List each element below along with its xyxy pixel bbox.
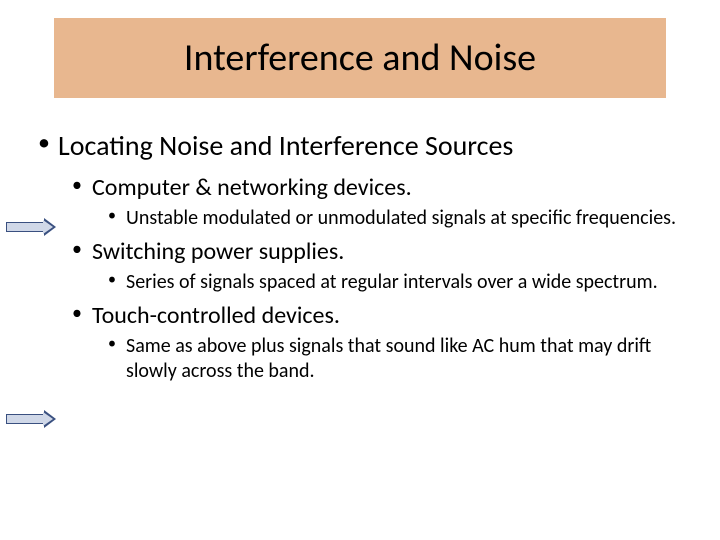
slide-title: Interference and Noise: [184, 35, 536, 81]
title-banner: Interference and Noise: [54, 18, 666, 98]
bullet-level2-switching: Switching power supplies.: [30, 237, 690, 266]
arrow-icon: [6, 410, 56, 428]
bullet-level2-computer: Computer & networking devices.: [30, 173, 690, 202]
content-area: Locating Noise and Interference Sources …: [30, 120, 690, 390]
bullet-level1: Locating Noise and Interference Sources: [30, 128, 690, 163]
bullet-level3-same: Same as above plus signals that sound li…: [30, 334, 690, 384]
bullet-level2-touch: Touch-controlled devices.: [30, 301, 690, 330]
bullet-level3-unstable: Unstable modulated or unmodulated signal…: [30, 206, 690, 231]
arrow-icon: [6, 218, 56, 236]
bullet-level3-series: Series of signals spaced at regular inte…: [30, 270, 690, 295]
